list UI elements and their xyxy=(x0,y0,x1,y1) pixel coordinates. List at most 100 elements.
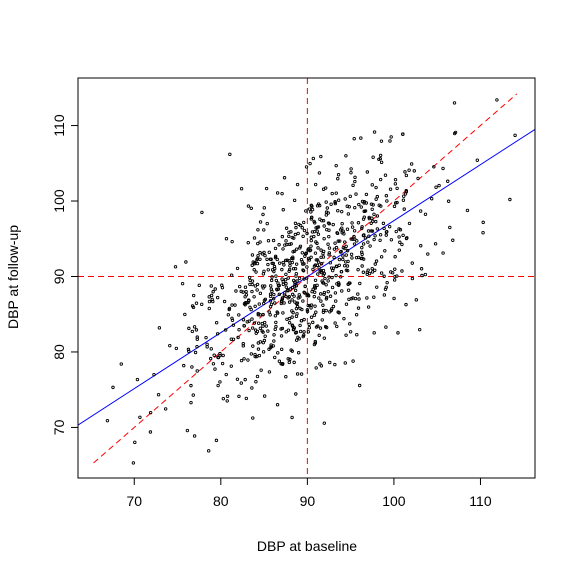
data-point xyxy=(410,261,414,265)
data-point xyxy=(266,329,270,333)
data-point xyxy=(287,316,292,321)
data-point xyxy=(249,206,253,211)
data-point xyxy=(353,205,357,210)
data-point xyxy=(379,271,384,275)
data-point xyxy=(280,191,284,196)
data-point xyxy=(189,383,193,388)
data-point xyxy=(356,292,360,296)
data-point xyxy=(195,369,199,373)
data-point xyxy=(332,247,337,251)
data-point xyxy=(362,233,366,237)
data-point xyxy=(397,248,402,252)
data-point xyxy=(419,244,423,248)
data-point xyxy=(336,310,340,314)
data-point xyxy=(297,276,302,281)
data-point xyxy=(314,366,318,370)
data-point xyxy=(298,244,303,248)
data-point xyxy=(375,227,380,231)
data-point xyxy=(305,309,310,314)
data-point xyxy=(252,236,257,240)
data-point xyxy=(260,321,264,326)
data-point xyxy=(345,227,350,231)
data-point xyxy=(280,347,284,352)
data-point xyxy=(328,261,332,265)
data-point xyxy=(362,209,367,214)
data-point xyxy=(152,372,156,377)
data-point xyxy=(296,351,301,355)
data-point xyxy=(366,240,370,244)
data-point xyxy=(379,255,384,259)
data-point xyxy=(385,229,389,234)
data-point xyxy=(231,323,236,327)
data-point xyxy=(357,383,362,388)
data-point xyxy=(242,357,246,361)
data-point xyxy=(322,224,326,228)
data-point xyxy=(343,197,347,201)
data-point xyxy=(286,328,291,332)
data-point xyxy=(190,329,195,334)
data-point xyxy=(295,304,300,309)
data-point xyxy=(265,221,269,226)
data-point xyxy=(370,216,374,220)
data-point xyxy=(414,298,419,302)
data-point xyxy=(336,173,341,177)
data-point xyxy=(286,276,290,280)
data-point xyxy=(369,202,374,206)
data-point xyxy=(327,246,332,250)
data-point xyxy=(241,342,245,346)
data-point xyxy=(272,269,276,274)
data-point xyxy=(261,350,266,354)
data-point xyxy=(375,285,379,289)
data-point xyxy=(190,304,195,308)
data-point xyxy=(256,311,260,316)
data-point xyxy=(304,209,308,213)
data-point xyxy=(311,267,315,272)
data-point xyxy=(262,228,266,232)
data-point xyxy=(260,252,265,256)
data-point xyxy=(347,297,351,302)
data-point xyxy=(303,284,307,288)
data-point xyxy=(272,292,276,297)
data-point xyxy=(284,239,288,243)
data-point xyxy=(280,234,285,239)
data-point xyxy=(290,315,294,319)
data-point xyxy=(306,303,310,308)
data-point xyxy=(404,302,408,307)
data-point xyxy=(268,304,273,309)
data-point xyxy=(287,320,292,325)
data-point xyxy=(319,262,324,266)
data-point xyxy=(272,297,276,301)
data-point xyxy=(294,262,299,266)
data-point xyxy=(418,327,422,332)
data-point xyxy=(287,269,291,273)
data-point xyxy=(229,364,233,368)
data-point xyxy=(208,356,213,361)
data-point xyxy=(382,293,387,297)
data-point xyxy=(379,139,384,143)
y-tick-label: 110 xyxy=(51,114,67,137)
x-tick-label: 100 xyxy=(382,493,406,509)
data-point xyxy=(343,240,347,244)
data-point xyxy=(330,191,334,196)
data-point xyxy=(305,265,309,269)
data-point xyxy=(274,278,279,283)
data-point xyxy=(316,232,321,236)
data-point xyxy=(349,171,353,175)
data-point xyxy=(294,338,299,342)
data-point xyxy=(298,329,303,334)
data-point xyxy=(381,221,386,226)
data-point xyxy=(295,301,300,305)
data-point xyxy=(319,269,323,273)
data-point xyxy=(372,130,377,134)
data-point xyxy=(239,358,244,363)
data-point xyxy=(193,350,198,355)
data-point xyxy=(313,284,317,288)
data-point xyxy=(260,284,265,288)
data-point xyxy=(189,400,193,405)
data-point xyxy=(230,239,234,244)
data-point xyxy=(290,298,294,302)
data-point xyxy=(241,318,246,322)
data-point xyxy=(368,244,372,248)
data-point xyxy=(359,250,364,254)
